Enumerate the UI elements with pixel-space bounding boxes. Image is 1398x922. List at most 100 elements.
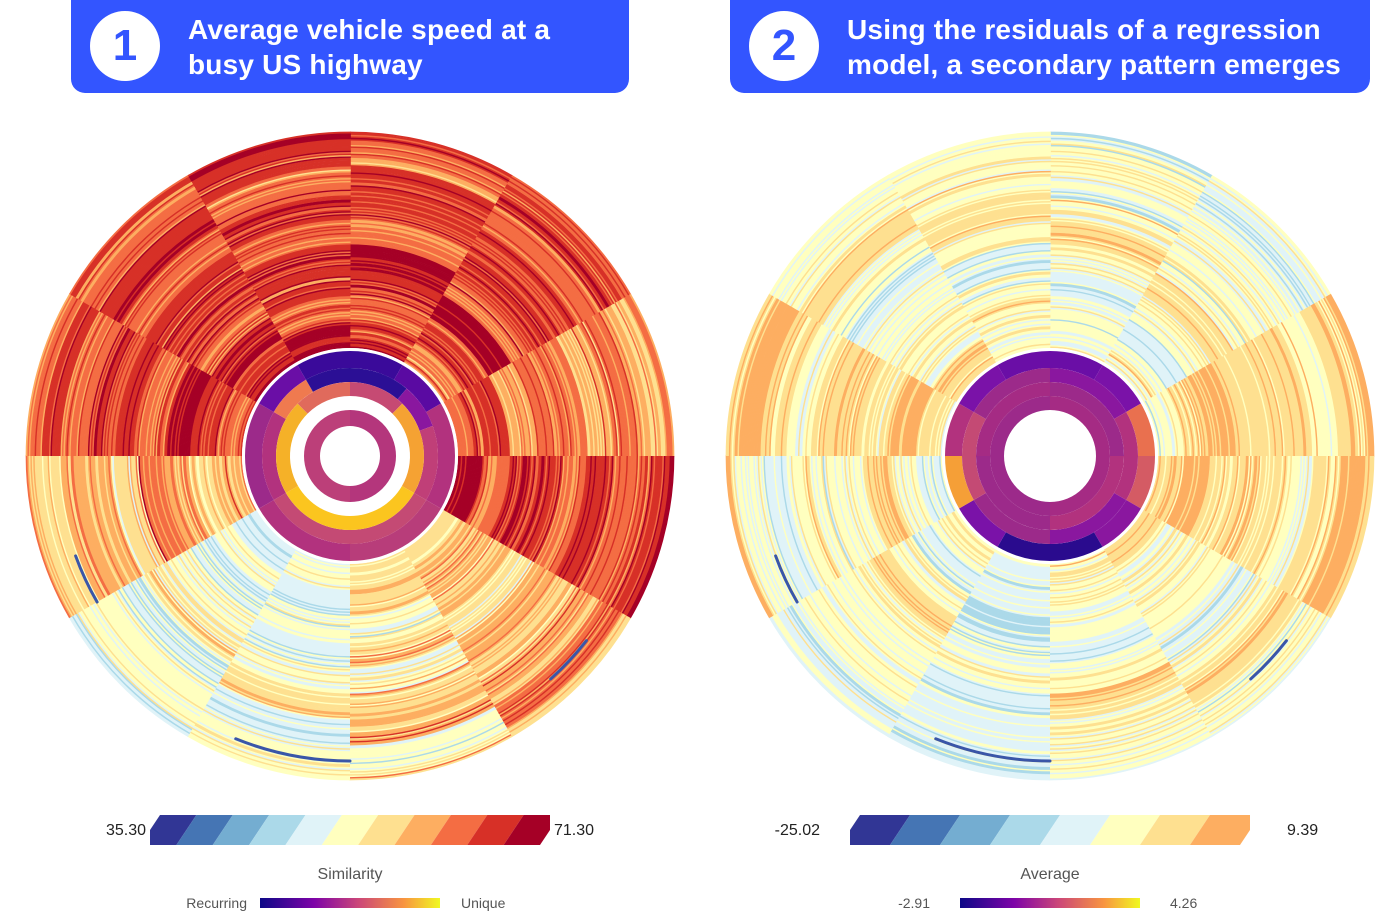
heatmap-cell	[994, 549, 1050, 566]
heatmap-cell	[289, 558, 350, 576]
heatmap-cell	[933, 455, 951, 515]
heatmap-cell	[444, 456, 462, 512]
heatmap-cell	[294, 550, 350, 568]
heatmap-cell	[987, 331, 1051, 350]
heatmap-cell	[350, 340, 409, 358]
heatmap-cell	[988, 333, 1051, 352]
heatmap-cell	[462, 390, 482, 457]
inner-ring-cell	[414, 425, 438, 500]
colorbar-swatch	[176, 815, 233, 845]
heatmap-cell	[1163, 389, 1183, 457]
heatmap-cell	[222, 392, 242, 456]
heatmap-cell	[350, 346, 406, 363]
heatmap-cell	[1162, 456, 1182, 522]
heatmap-cell	[989, 334, 1051, 353]
heatmap-cell	[238, 455, 256, 512]
heatmap-cell	[1049, 562, 1113, 581]
heatmap-cell	[225, 393, 245, 456]
heatmap-cell	[458, 392, 478, 457]
colorbar-average	[830, 815, 1270, 845]
heatmap-cell	[1050, 339, 1109, 357]
colorbar-swatch	[890, 815, 960, 845]
heatmap-cell	[984, 566, 1050, 586]
heatmap-cell	[931, 455, 949, 516]
heatmap-cell	[443, 401, 460, 457]
heatmap-cell	[925, 393, 945, 456]
heatmap-cell	[930, 395, 948, 456]
heatmap-cell	[350, 334, 411, 353]
inner-ring-cell	[245, 403, 274, 509]
heatmap-cell	[1158, 456, 1178, 520]
heatmap-cell	[1145, 456, 1163, 513]
inner-ring-gradient	[260, 898, 440, 908]
heatmap-cell	[1144, 400, 1162, 457]
inner-ring-cell	[259, 365, 306, 412]
colorbar-swatch	[1090, 815, 1160, 845]
heatmap-cell	[1049, 553, 1108, 571]
heatmap-cell	[289, 559, 350, 578]
heatmap-cell	[349, 555, 409, 573]
heatmap-cell	[992, 340, 1051, 358]
heatmap-cell	[453, 456, 472, 517]
heatmap-cell	[1155, 456, 1175, 519]
heatmap-cell	[1162, 390, 1182, 457]
heatmap-cell	[1049, 558, 1110, 576]
heatmap-cell	[448, 456, 466, 515]
colorbar-swatch	[394, 815, 451, 845]
inner-ring-cell	[297, 382, 350, 414]
heatmap-cell	[291, 339, 351, 357]
heatmap-cell	[349, 569, 417, 589]
panel-1-title: Average vehicle speed at a busy US highw…	[188, 14, 551, 80]
highlight-arc	[74, 554, 99, 604]
heatmap-cell	[234, 455, 252, 514]
heatmap-cell	[284, 568, 350, 588]
outer-ring-cells	[25, 131, 675, 781]
inner-ring-cell	[976, 456, 1050, 530]
heatmap-cell	[928, 455, 947, 517]
inner-ring-cell	[1050, 532, 1103, 561]
inner-ring-cell	[945, 456, 974, 509]
heatmap-cell	[930, 455, 948, 516]
inner-ring-cell	[973, 368, 1050, 419]
colorbar-swatch	[503, 815, 560, 845]
heatmap-cell	[459, 391, 479, 457]
heatmap-cell	[991, 554, 1050, 572]
colorbar-min-label: 35.30	[106, 822, 146, 839]
heatmap-cell	[1150, 456, 1169, 516]
inner-ring-cell	[273, 379, 313, 419]
inner-ring-cell	[1050, 351, 1103, 380]
heatmap-cell	[349, 552, 407, 569]
heatmap-cell	[349, 568, 416, 588]
heatmap-cell	[463, 389, 483, 457]
colorbar-swatch	[140, 815, 197, 845]
colorbar-swatch	[212, 815, 270, 845]
heatmap-cell	[1163, 456, 1183, 523]
heatmap-cell	[349, 560, 412, 579]
heatmap-cell	[350, 324, 416, 344]
heatmap-cell	[235, 455, 253, 514]
heatmap-cell	[985, 326, 1051, 346]
colorbar-max-label: 71.30	[554, 822, 594, 839]
inner-ring-cell	[1126, 403, 1155, 456]
heatmap-cell	[993, 343, 1051, 360]
heatmap-cell	[985, 565, 1050, 585]
heatmap-cell	[988, 560, 1050, 579]
heatmap-cell	[1157, 456, 1176, 520]
heatmap-cell	[1153, 395, 1172, 457]
heatmap-cell	[1050, 330, 1114, 349]
heatmap-cell	[1154, 456, 1173, 518]
heatmap-cell	[289, 334, 351, 353]
highlight-arc	[549, 639, 588, 681]
heatmap-cell	[285, 327, 351, 347]
inner-ring-cell	[350, 368, 407, 400]
heatmap-cell	[987, 330, 1051, 349]
heatmap-cell	[217, 389, 237, 456]
heatmap-cell	[1049, 549, 1105, 566]
heatmap-cell	[938, 400, 956, 456]
heatmap-cell	[443, 456, 460, 512]
heatmap-cell	[990, 336, 1051, 354]
heatmap-cell	[1149, 397, 1167, 457]
heatmap-cell	[350, 328, 414, 348]
heatmap-cell	[1049, 557, 1110, 575]
heatmap-cell	[452, 396, 470, 457]
